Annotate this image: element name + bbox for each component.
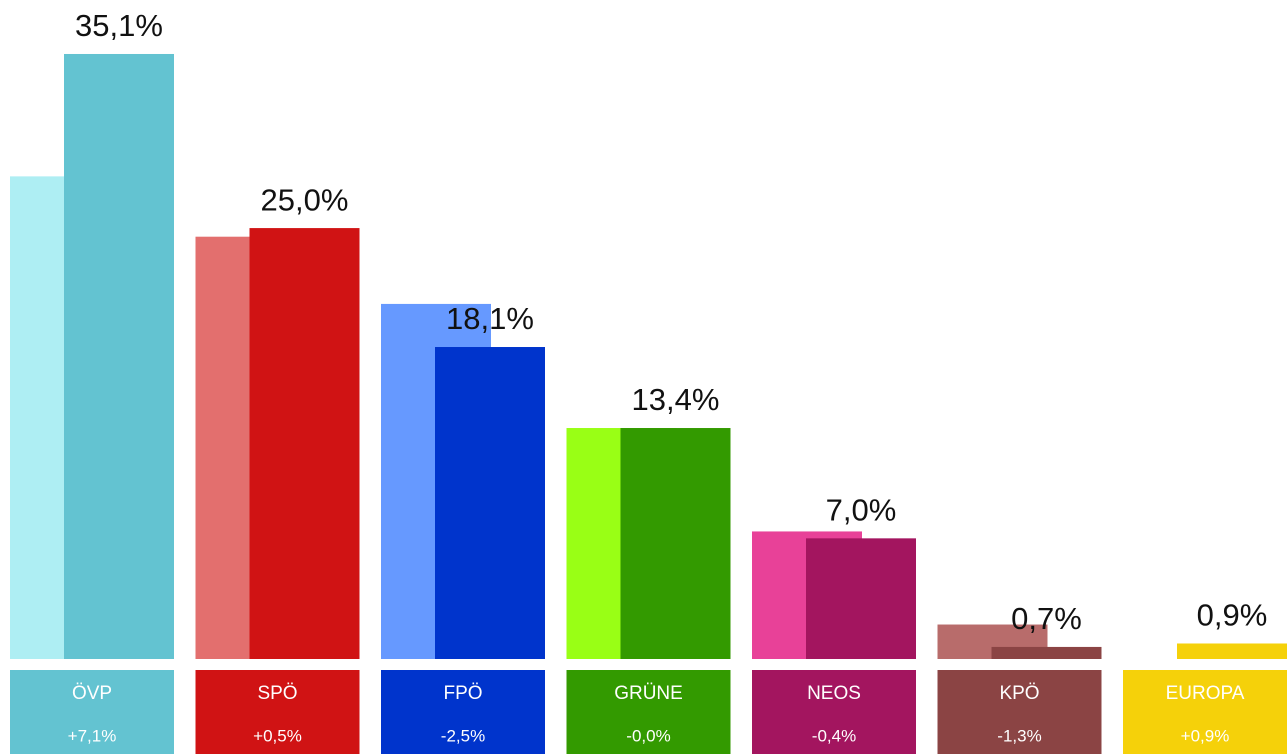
party-label: EUROPA <box>1166 683 1245 704</box>
bar <box>64 53 174 660</box>
change-label: -0,4% <box>812 726 856 745</box>
value-label: 0,7% <box>1011 601 1082 636</box>
value-label: 25,0% <box>261 182 349 217</box>
value-label: 7,0% <box>826 493 897 528</box>
value-label: 0,9% <box>1197 598 1268 633</box>
value-label: 35,1% <box>75 8 163 43</box>
change-label: +0,5% <box>253 726 302 745</box>
party-box <box>1123 670 1287 754</box>
party-label: FPÖ <box>443 683 482 704</box>
bar <box>435 347 545 659</box>
party-box <box>566 670 731 754</box>
party-label: SPÖ <box>257 683 297 704</box>
bar <box>806 538 916 659</box>
bar <box>991 646 1102 659</box>
change-label: -0,0% <box>626 726 670 745</box>
value-label: 13,4% <box>632 382 720 417</box>
party-label: GRÜNE <box>614 683 683 704</box>
party-box <box>10 670 174 754</box>
bar <box>620 428 731 659</box>
bar <box>249 228 360 659</box>
party-label: ÖVP <box>72 683 112 704</box>
change-label: -1,3% <box>997 726 1041 745</box>
party-box <box>752 670 916 754</box>
change-label: +7,1% <box>68 726 117 745</box>
party-box <box>381 670 545 754</box>
change-label: +0,9% <box>1181 726 1230 745</box>
change-label: -2,5% <box>441 726 485 745</box>
party-label: KPÖ <box>999 683 1039 704</box>
party-label: NEOS <box>807 683 861 704</box>
party-box <box>937 670 1102 754</box>
bar <box>1177 643 1287 659</box>
value-label: 18,1% <box>446 301 534 336</box>
party-box <box>195 670 360 754</box>
